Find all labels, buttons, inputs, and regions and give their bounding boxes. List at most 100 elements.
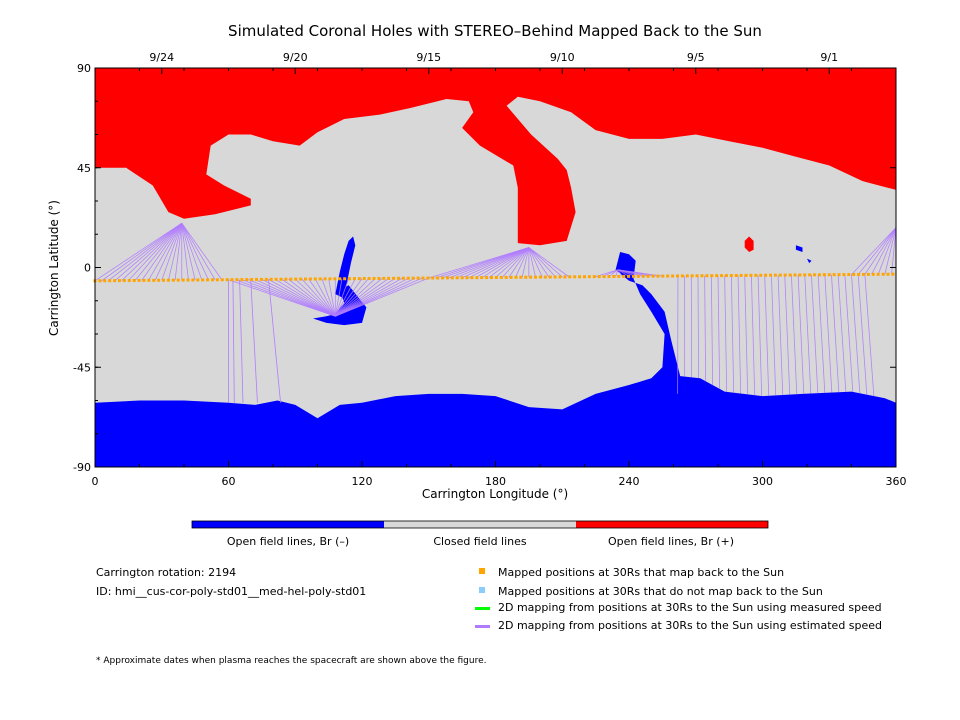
mapped-position-marker [568,275,572,279]
mapped-position-marker [455,276,459,280]
mapped-position-marker [695,274,699,278]
mapped-position-marker [783,273,787,277]
mapped-position-marker [225,278,229,282]
colorbar-segment [576,521,768,528]
mapped-position-marker [132,278,136,282]
x-tick-label: 360 [886,475,907,488]
mapping-line-estimated [797,274,805,394]
mapping-line-estimated [335,278,383,317]
y-tick-label: 45 [77,162,91,175]
legend-label-not-mapped: Mapped positions at 30Rs that do not map… [498,585,823,598]
mapped-position-marker [749,273,753,277]
mapped-position-marker [470,276,474,280]
mapping-line-estimated [335,277,409,317]
mapped-position-marker [739,273,743,277]
mapping-line-estimated [181,223,203,281]
mapped-position-marker [431,276,435,280]
mapping-line-estimated [528,247,550,278]
mapped-position-marker [406,276,410,280]
mapped-position-marker [852,273,856,277]
mapping-line-estimated [314,278,336,317]
mapping-line-estimated [121,222,183,281]
x-tick-label: 180 [485,475,506,488]
model-id-text: ID: hmi__cus-cor-poly-std01__med-hel-pol… [96,585,367,598]
mapping-line-estimated [771,275,777,396]
mapping-line-estimated [308,278,336,317]
mapped-position-marker [250,277,254,281]
mapped-position-marker [313,277,317,281]
colorbar-label-negative: Open field lines, Br (–) [226,535,350,548]
x-tick-label: 240 [619,475,640,488]
mapped-position-marker [842,273,846,277]
mapping-line-estimated [134,222,183,281]
mapped-position-marker [201,278,205,282]
mapped-position-marker [176,278,180,282]
mapped-position-marker [206,278,210,282]
mapping-line-estimated [528,247,563,278]
mapping-line-estimated [455,247,530,279]
date-tick-label: 9/15 [416,51,441,64]
mapped-position-marker [328,277,332,281]
mapped-position-marker [583,275,586,279]
mapped-position-marker [519,275,523,279]
mapping-line-estimated [495,247,530,278]
legend-swatch-measured [475,607,490,610]
mapped-position-marker [450,276,454,280]
mapped-position-marker [827,273,831,277]
date-tick-label: 9/10 [550,51,575,64]
mapping-line-estimated [161,223,183,281]
mapped-position-marker [720,274,724,278]
mapped-position-marker [113,279,117,283]
mapped-position-marker [485,276,489,280]
mapped-position-marker [857,272,861,276]
legend-swatch-not-mapped [479,587,485,593]
mapped-position-marker [641,274,645,278]
mapping-line-estimated [334,278,350,317]
mapped-position-marker [445,276,449,280]
mapped-position-marker [514,275,518,279]
mapping-line-estimated [275,278,336,317]
mapped-position-marker [426,276,430,280]
mapping-line-estimated [508,247,530,278]
mapping-line-estimated [181,222,216,281]
mapping-line-estimated [268,279,336,317]
mapped-position-marker [436,276,440,280]
mapping-line-estimated [488,247,530,278]
mapping-line-estimated [515,247,530,278]
mapped-position-marker [862,272,866,276]
mapping-line-estimated [528,247,543,278]
mapped-position-marker [538,275,542,279]
y-tick-label: -45 [73,361,91,374]
mapped-position-marker [543,275,547,279]
mapping-line-estimated [335,277,423,317]
mapping-line-estimated [864,274,875,397]
mapping-line-estimated [268,279,281,403]
mapped-position-marker [710,274,714,278]
mapped-position-marker [813,273,817,277]
mapped-position-marker [817,273,821,277]
mapping-line-estimated [141,222,183,281]
mapped-position-marker [553,275,557,279]
date-tick-label: 9/20 [283,51,308,64]
negative-coronal-hole [95,252,896,467]
mapped-position-marker [230,278,234,282]
mapping-line-estimated [328,278,336,317]
mapped-position-marker [729,274,733,278]
mapped-position-marker [367,277,371,281]
mapping-line-estimated [617,269,623,277]
mapped-position-marker [396,276,400,280]
mapped-position-marker [778,273,782,277]
mapping-line-estimated [481,247,530,278]
negative-small-hole [795,245,803,252]
mapping-line-estimated [824,274,833,393]
mapped-position-marker [636,274,640,278]
mapped-position-marker [592,275,596,279]
mapping-line-estimated [101,222,183,282]
mapped-position-marker [676,274,680,278]
colorbar-label-closed: Closed field lines [433,535,527,548]
mapping-line-estimated [468,247,530,279]
legend-swatch-mapped [479,568,485,574]
mapping-fan [428,247,570,279]
mapped-position-marker [98,279,102,283]
mapped-position-marker [646,274,650,278]
